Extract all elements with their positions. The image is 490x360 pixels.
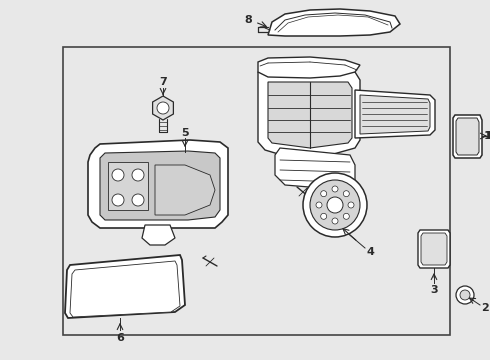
- Circle shape: [112, 194, 124, 206]
- Polygon shape: [88, 140, 228, 228]
- Polygon shape: [108, 162, 148, 210]
- Polygon shape: [65, 255, 185, 318]
- Polygon shape: [152, 96, 173, 120]
- Circle shape: [132, 169, 144, 181]
- Text: 7: 7: [159, 77, 167, 87]
- Text: 6: 6: [116, 333, 124, 343]
- Text: 1: 1: [485, 131, 490, 141]
- Circle shape: [132, 194, 144, 206]
- Circle shape: [343, 213, 349, 219]
- Polygon shape: [360, 95, 430, 134]
- Polygon shape: [268, 9, 400, 36]
- Polygon shape: [258, 57, 360, 78]
- Polygon shape: [418, 230, 450, 268]
- Polygon shape: [421, 233, 447, 265]
- Circle shape: [348, 202, 354, 208]
- Circle shape: [316, 202, 322, 208]
- Text: 5: 5: [181, 128, 189, 138]
- Text: 1: 1: [484, 131, 490, 141]
- Polygon shape: [155, 165, 215, 215]
- Circle shape: [320, 213, 327, 219]
- Circle shape: [310, 180, 360, 230]
- Polygon shape: [453, 115, 482, 158]
- Polygon shape: [100, 151, 220, 220]
- Polygon shape: [268, 82, 352, 148]
- Circle shape: [343, 191, 349, 197]
- Polygon shape: [275, 148, 355, 190]
- Bar: [63, 47, 450, 335]
- Polygon shape: [70, 261, 180, 317]
- Text: 4: 4: [366, 247, 374, 257]
- Text: 2: 2: [481, 303, 489, 313]
- Text: 8: 8: [244, 15, 252, 25]
- Circle shape: [327, 197, 343, 213]
- Circle shape: [303, 173, 367, 237]
- Circle shape: [456, 286, 474, 304]
- Circle shape: [320, 191, 327, 197]
- Text: 3: 3: [430, 285, 438, 295]
- Polygon shape: [456, 118, 479, 155]
- Circle shape: [112, 169, 124, 181]
- Circle shape: [460, 290, 470, 300]
- Polygon shape: [258, 72, 360, 158]
- Polygon shape: [142, 225, 175, 245]
- Polygon shape: [355, 90, 435, 138]
- Circle shape: [157, 102, 169, 114]
- Circle shape: [332, 218, 338, 224]
- Circle shape: [332, 186, 338, 192]
